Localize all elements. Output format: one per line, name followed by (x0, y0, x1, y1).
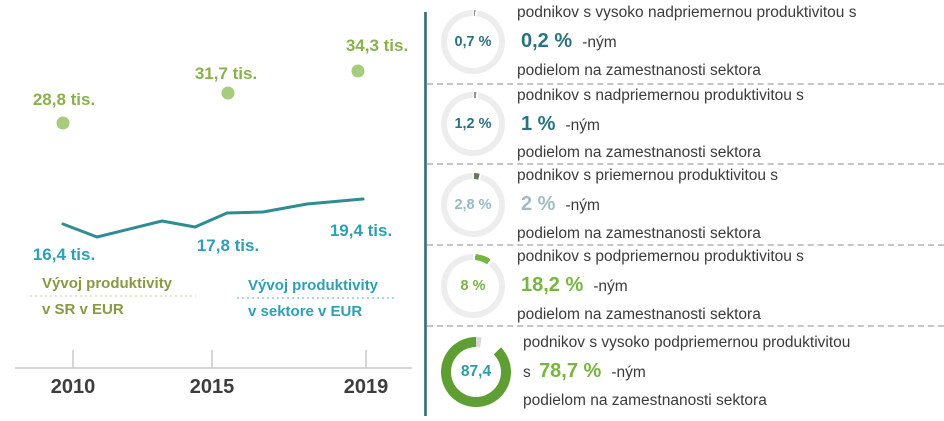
employment-share-row: 2,8 % podnikov s priemernou produktivito… (427, 165, 944, 246)
donut-chart: 8 % (441, 253, 505, 318)
employment-share-value: 18,2 % (521, 274, 584, 297)
row-suffix: -ným (565, 116, 600, 134)
row-text: podnikov s priemernou produktivitou s 2 … (517, 163, 938, 246)
sr-dot-2010 (56, 116, 70, 130)
sr-dot-2019 (351, 64, 365, 78)
employment-share-panel: 0,7 % podnikov s vysoko nadpriemernou pr… (427, 0, 944, 416)
row-line2: podielom na zamestnanosti sektora (523, 391, 767, 409)
sector-value-label-2019: 19,4 tis. (330, 221, 392, 240)
donut-value: 87,4 (460, 362, 492, 380)
legend-sector-line2: v sektore v EUR (248, 303, 362, 320)
sr-value-label-2010: 28,8 tis. (33, 90, 95, 109)
sector-value-label-2010: 16,4 tis. (33, 245, 95, 264)
donut-value: 8 % (460, 277, 486, 294)
employment-share-value: 1 % (521, 112, 556, 135)
employment-share-value: 78,7 % (539, 360, 602, 383)
donut-chart: 0,7 % (441, 9, 505, 74)
employment-share-row: 0,7 % podnikov s vysoko nadpriemernou pr… (427, 0, 944, 85)
row-text: podnikov s vysoko podpriemernou produkti… (523, 330, 938, 413)
row-line2: podielom na zamestnanosti sektora (517, 305, 761, 323)
row-prefix: podnikov s vysoko nadpriemernou produkti… (517, 4, 857, 22)
row-prefix: podnikov s podpriemernou produktivitou s (517, 248, 804, 266)
x-tick-label-2010: 2010 (51, 376, 96, 398)
employment-share-row: 8 % podnikov s podpriemernou produktivit… (427, 246, 944, 327)
pct-prefix: s (523, 364, 536, 382)
sector-value-label-2015: 17,8 tis. (197, 236, 259, 255)
donut-chart: 2,8 % (441, 172, 505, 237)
employment-share-row: 87,4 podnikov s vysoko podpriemernou pro… (427, 327, 944, 416)
row-line2: podielom na zamestnanosti sektora (517, 224, 761, 242)
row-suffix: -ným (611, 364, 646, 382)
row-prefix: podnikov s nadpriemernou produktivitou s (517, 86, 804, 104)
x-tick-label-2019: 2019 (344, 376, 389, 398)
row-prefix: podnikov s priemernou produktivitou s (517, 167, 779, 185)
row-text: podnikov s vysoko nadpriemernou produkti… (517, 0, 938, 83)
sr-value-label-2019: 34,3 tis. (346, 36, 408, 55)
legend-sr-line1: Vývoj produktivity (42, 275, 173, 292)
donut-value: 0,7 % (454, 33, 492, 50)
row-suffix: -ným (582, 34, 617, 52)
row-line2: podielom na zamestnanosti sektora (517, 144, 761, 162)
row-text: podnikov s podpriemernou produktivitou s… (517, 244, 938, 327)
chart-canvas: 2010 2015 2019 16,4 tis. 17,8 tis. 19,4 … (15, 36, 412, 398)
sector-productivity-line (61, 197, 365, 239)
productivity-chart: 2010 2015 2019 16,4 tis. 17,8 tis. 19,4 … (0, 0, 425, 416)
row-line2: podielom na zamestnanosti sektora (517, 61, 761, 79)
employment-share-row: 1,2 % podnikov s nadpriemernou produktiv… (427, 85, 944, 165)
donut-chart: 1,2 % (441, 92, 505, 156)
row-suffix: -ným (565, 197, 600, 215)
sr-dot-2015 (221, 86, 235, 100)
employment-share-value: 0,2 % (521, 30, 573, 53)
donut-chart: 87,4 (441, 336, 511, 407)
legend-sr-line2: v SR v EUR (42, 301, 124, 318)
row-suffix: -ným (593, 278, 628, 296)
panel-divider-line (424, 12, 427, 416)
row-text: podnikov s nadpriemernou produktivitou s… (517, 83, 938, 166)
donut-value: 1,2 % (454, 116, 492, 132)
legend-sector-line1: Vývoj produktivity (248, 277, 379, 294)
x-tick-label-2015: 2015 (190, 376, 235, 398)
donut-value: 2,8 % (454, 196, 492, 213)
sr-value-label-2015: 31,7 tis. (195, 64, 257, 83)
row-prefix: podnikov s vysoko podpriemernou produkti… (523, 334, 851, 352)
employment-share-value: 2 % (521, 193, 556, 216)
